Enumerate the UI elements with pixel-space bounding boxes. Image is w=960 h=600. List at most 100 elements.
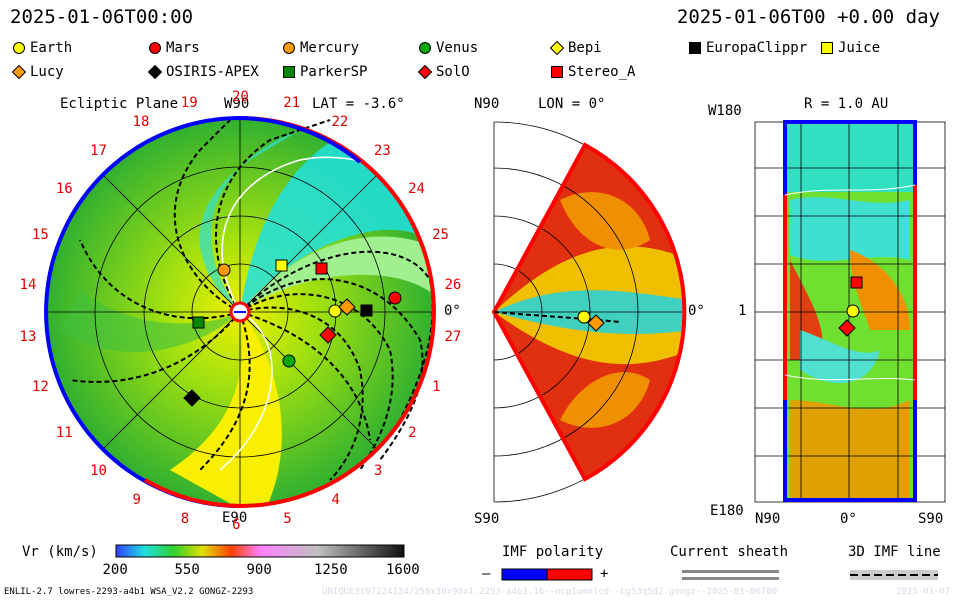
carrington-label: 10 <box>90 463 107 480</box>
legend-marker-icon <box>418 65 432 79</box>
legend-label: Juice <box>838 40 881 56</box>
panel2-s90: S90 <box>474 511 500 527</box>
mars-marker <box>388 291 402 305</box>
legend-label: Mercury <box>300 40 360 56</box>
colorbar-tick: 1250 <box>314 562 348 578</box>
earth-marker <box>328 304 342 318</box>
parker-sp-marker <box>192 316 205 329</box>
panel1-e90: E90 <box>222 510 248 526</box>
panel3-e180: E180 <box>710 503 744 519</box>
legend-marker-icon <box>148 41 162 55</box>
carrington-label: 25 <box>432 227 449 244</box>
panel2-zero: 0° <box>688 303 705 319</box>
legend-label: Mars <box>166 40 200 56</box>
carrington-label: 5 <box>283 510 292 527</box>
carrington-label: 4 <box>331 492 340 509</box>
legend-item: Bepi <box>550 40 602 56</box>
carrington-label: 6 <box>232 517 241 533</box>
carrington-label: 27 <box>444 328 462 345</box>
current-sheath-swatch-1 <box>682 570 779 573</box>
carrington-label: 12 <box>31 378 49 395</box>
carrington-label: 21 <box>283 95 301 112</box>
imf-plus: + <box>600 566 609 582</box>
mercury-marker <box>217 263 231 277</box>
panel3-r: R = 1.0 AU <box>804 96 889 112</box>
colorbar-tick: 1600 <box>386 562 420 578</box>
juice-marker <box>275 259 288 272</box>
carrington-label: 24 <box>408 181 425 198</box>
legend-label: OSIRIS-APEX <box>166 64 259 80</box>
legend-label: Bepi <box>568 40 602 56</box>
stereo-a-marker <box>315 262 328 275</box>
carrington-label: 3 <box>373 463 383 480</box>
panel3-n90: N90 <box>755 511 781 527</box>
panel1-objects <box>183 259 402 407</box>
venus-marker <box>282 354 296 368</box>
imf-polarity-label: IMF polarity <box>502 544 604 560</box>
carrington-label: 23 <box>373 142 391 159</box>
panel3-zero: 0° <box>840 511 857 527</box>
lucy-marker <box>338 298 356 316</box>
legend-marker-icon <box>550 41 564 55</box>
carrington-label: 19 <box>180 95 198 112</box>
legend-label: Earth <box>30 40 73 56</box>
panel3-earth-marker <box>846 304 860 318</box>
legend-marker-icon <box>12 41 26 55</box>
colorbar-label: Vr (km/s) <box>22 544 98 560</box>
carrington-label: 2 <box>408 424 417 441</box>
legend-label: Lucy <box>30 64 64 80</box>
legend-item: ParkerSP <box>282 64 367 80</box>
legend-item: SolO <box>418 64 470 80</box>
header-date: 2025-01-06T00:00 <box>10 6 194 28</box>
imf-spirals <box>69 119 434 481</box>
colorbar-tick: 550 <box>174 562 200 578</box>
panel3-stereo-a-marker <box>850 276 863 289</box>
panel3-mid: 1 <box>738 303 747 319</box>
footer-model: ENLIL-2.7 lowres-2293-a4b1 WSA_V2.2 GONG… <box>4 587 254 597</box>
lonlat-map <box>785 122 915 500</box>
panel2-n90: N90 <box>474 96 500 112</box>
carrington-label: 18 <box>132 113 150 130</box>
footer-run: UNIQUE3107224124/256x30x90x1.2293-a4b1.1… <box>322 587 778 597</box>
legend-item: Juice <box>820 40 880 56</box>
panel2-lucy-marker <box>587 314 605 332</box>
legend-item: Stereo_A <box>550 64 635 80</box>
carrington-label: 14 <box>19 277 37 294</box>
current-sheath-label: Current sheath <box>670 544 789 560</box>
vr-colorbar <box>115 544 405 558</box>
legend-item: Mercury <box>282 40 359 56</box>
carrington-label: 17 <box>90 142 107 159</box>
carrington-label: 16 <box>55 181 73 198</box>
legend-item: EuropaClippr <box>688 40 807 56</box>
panel3-w180: W180 <box>708 103 742 119</box>
legend-label: SolO <box>436 64 470 80</box>
carrington-label: 11 <box>55 424 73 441</box>
carrington-label: 20 <box>232 89 249 105</box>
wedge-boundary <box>491 142 687 482</box>
carrington-label: 26 <box>444 277 462 294</box>
legend-item: OSIRIS-APEX <box>148 64 259 80</box>
panel1-zero: 0° <box>444 303 461 319</box>
legend-marker-icon <box>688 41 702 55</box>
legend-marker-icon <box>418 41 432 55</box>
legend-item: Lucy <box>12 64 64 80</box>
carrington-label: 9 <box>132 492 141 509</box>
legend-item: Earth <box>12 40 72 56</box>
current-sheath <box>219 156 411 471</box>
legend-marker-icon <box>12 65 26 79</box>
legend-marker-icon <box>550 65 564 79</box>
footer-stamp: 2025-01-07 <box>896 587 951 597</box>
imf3d-label: 3D IMF line <box>848 544 941 560</box>
carrington-label: 1 <box>432 378 441 395</box>
legend-item: Mars <box>148 40 200 56</box>
panel3-s90: S90 <box>918 511 944 527</box>
carrington-label: 15 <box>31 227 49 244</box>
colorbar-tick: 900 <box>246 562 272 578</box>
imf-negative-swatch <box>501 568 548 581</box>
legend-marker-icon <box>282 65 296 79</box>
panel1-lat: LAT = -3.6° <box>312 96 405 112</box>
osiris-apex-marker <box>183 389 201 407</box>
header-date-offset: 2025-01-06T00 +0.00 day <box>676 6 940 28</box>
legend-label: ParkerSP <box>300 64 368 80</box>
